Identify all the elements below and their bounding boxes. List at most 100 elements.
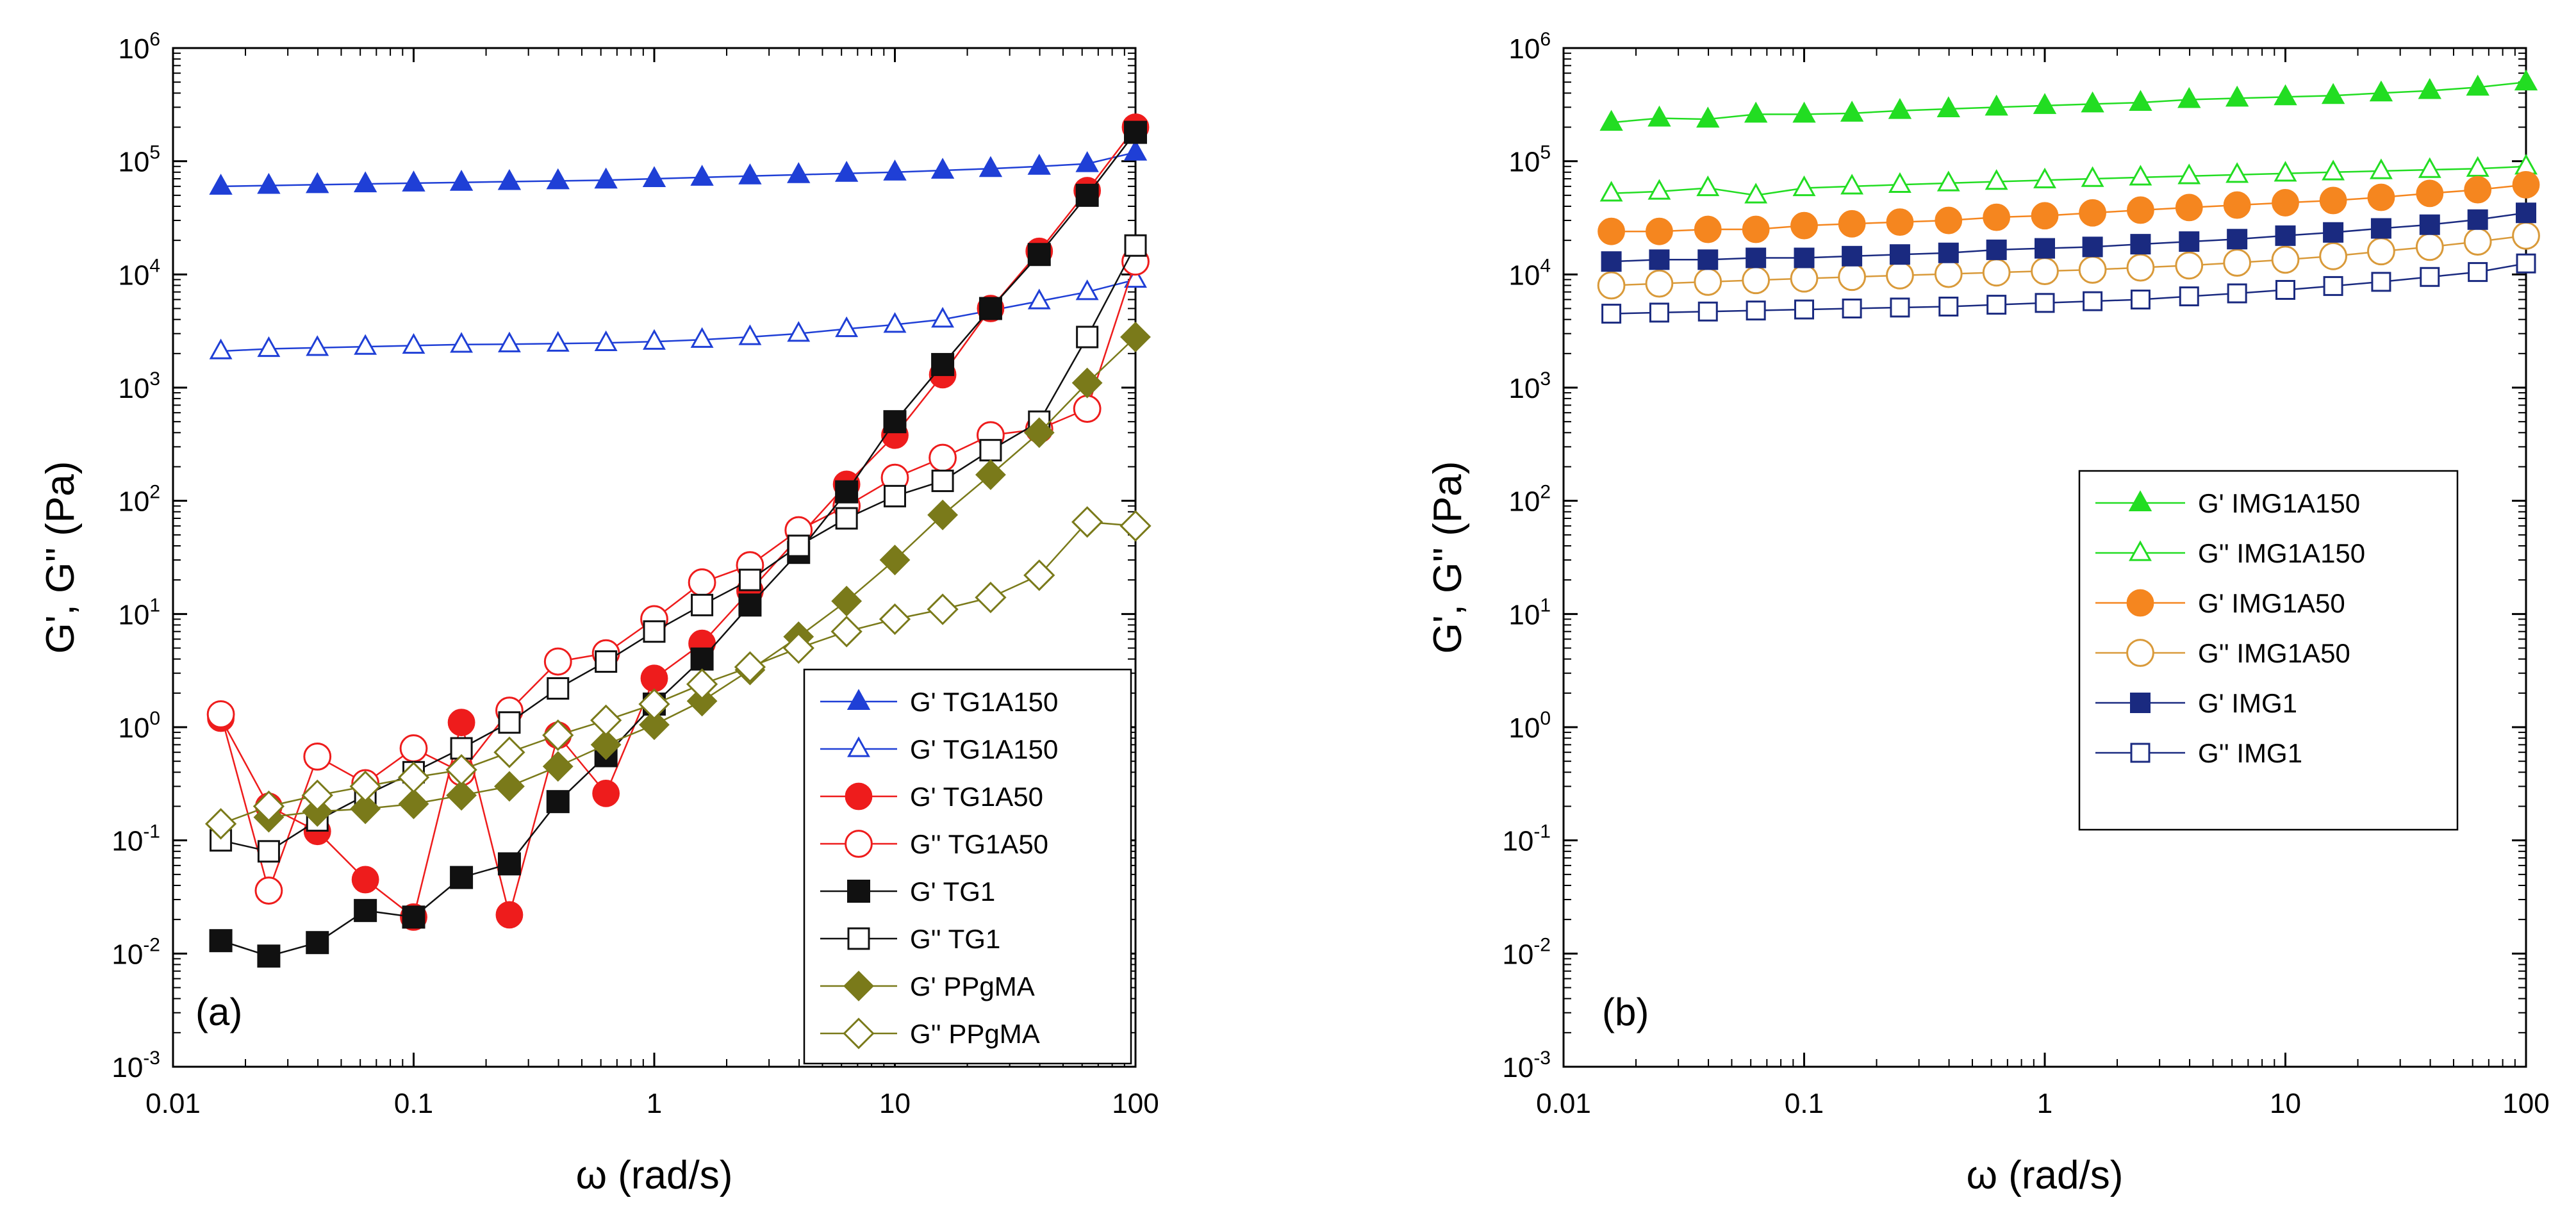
data-point: [1694, 215, 1722, 243]
legend-entry: G' TG1A150: [910, 734, 1058, 764]
data-point: [2371, 272, 2391, 292]
data-point: [206, 700, 235, 728]
legend-marker: [847, 880, 870, 903]
data-point: [2514, 154, 2538, 175]
series-6: [253, 322, 1151, 833]
data-point: [542, 751, 574, 782]
data-point: [978, 156, 1003, 177]
data-point: [209, 174, 233, 195]
data-point: [2516, 202, 2536, 224]
legend-marker: [843, 1017, 875, 1049]
data-point: [2420, 267, 2440, 287]
data-point: [450, 866, 474, 889]
data-point: [835, 507, 858, 530]
chart-panel-0: 0.01 0.1 1 10 100 10-3 10-2 10-1 100 101 102 103 104…: [38, 29, 1159, 1197]
data-point: [594, 167, 618, 189]
data-point: [1027, 243, 1051, 267]
data-point: [2126, 253, 2155, 282]
data-point: [402, 905, 425, 929]
data-point: [257, 336, 281, 358]
data-point: [1938, 297, 1959, 317]
data-point: [1599, 110, 1623, 131]
data-point: [306, 335, 329, 356]
data-point: [2415, 233, 2444, 261]
data-point: [254, 876, 283, 905]
data-point: [2516, 253, 2536, 274]
data-point: [2081, 91, 2104, 113]
series-line: [220, 151, 1136, 188]
series-0: [209, 139, 1148, 195]
data-point: [1601, 304, 1622, 324]
data-point: [643, 329, 666, 350]
data-point: [354, 899, 377, 923]
data-point: [2031, 202, 2059, 230]
data-point: [831, 586, 863, 617]
data-point: [2223, 249, 2252, 277]
data-point: [2416, 179, 2444, 208]
data-point: [1842, 299, 1862, 319]
data-point: [595, 650, 618, 673]
x-tick-label: 10: [2270, 1088, 2301, 1119]
data-point: [1697, 249, 1719, 270]
y-axis-label: G', G'' (Pa): [1426, 461, 1470, 654]
legend-marker: [845, 782, 873, 810]
data-point: [835, 316, 859, 338]
data-point: [1075, 151, 1099, 172]
data-point: [2512, 170, 2540, 199]
y-tick-label: 106: [1508, 29, 1551, 65]
data-point: [738, 568, 761, 591]
data-point: [1934, 259, 1963, 288]
x-tick-label: 0.1: [394, 1088, 433, 1119]
data-point: [978, 297, 1002, 320]
legend-entry: G'' PPgMA: [910, 1019, 1040, 1049]
data-point: [640, 664, 668, 693]
data-point: [1983, 203, 2011, 231]
data-point: [2175, 193, 2203, 222]
y-tick-label: 105: [118, 142, 160, 178]
data-point: [351, 866, 379, 894]
data-point: [542, 719, 574, 752]
data-point: [1646, 217, 1673, 245]
data-point: [1073, 395, 1102, 423]
data-point: [1027, 154, 1051, 175]
data-point: [2319, 242, 2347, 270]
data-point: [787, 161, 811, 183]
series-line: [1611, 81, 2527, 124]
x-tick-label: 0.01: [1536, 1088, 1591, 1119]
data-point: [830, 616, 863, 648]
data-point: [734, 651, 766, 683]
data-point: [931, 352, 955, 376]
data-point: [2033, 167, 2056, 188]
data-point: [639, 709, 670, 741]
data-point: [1649, 302, 1669, 323]
data-point: [2079, 199, 2106, 227]
legend-marker: [2130, 743, 2151, 763]
y-tick-label: 104: [118, 255, 160, 291]
data-point: [2227, 283, 2247, 304]
chart-panel-1: 0.01 0.1 1 10 100 10-3 10-2 10-1 100 101 102 103 104…: [1426, 29, 2550, 1197]
data-point: [1840, 174, 1864, 195]
data-point: [546, 168, 570, 190]
legend: G' TG1A150 G' TG1A150 G' TG1A50 G'' TG1A50 G…: [803, 668, 1132, 1065]
data-point: [2323, 222, 2344, 243]
data-point: [398, 788, 429, 819]
data-point: [1696, 175, 1720, 197]
data-point: [931, 470, 954, 493]
y-tick-label: 103: [1508, 368, 1551, 404]
data-point: [2274, 84, 2297, 106]
panel-label: (b): [1602, 991, 1649, 1033]
legend-entry: G' TG1A50: [910, 782, 1043, 812]
data-point: [979, 439, 1002, 462]
x-tick-label: 100: [2502, 1088, 2549, 1119]
data-point: [1936, 96, 1960, 117]
data-point: [1124, 120, 1147, 144]
data-point: [1601, 251, 1622, 272]
data-point: [546, 331, 570, 352]
data-point: [2177, 86, 2201, 108]
data-point: [2081, 166, 2104, 187]
data-point: [1838, 210, 1866, 238]
data-point: [1985, 94, 2008, 116]
data-point: [2177, 163, 2201, 185]
legend-entry: G' IMG1: [2198, 688, 2297, 718]
data-point: [2083, 291, 2103, 311]
